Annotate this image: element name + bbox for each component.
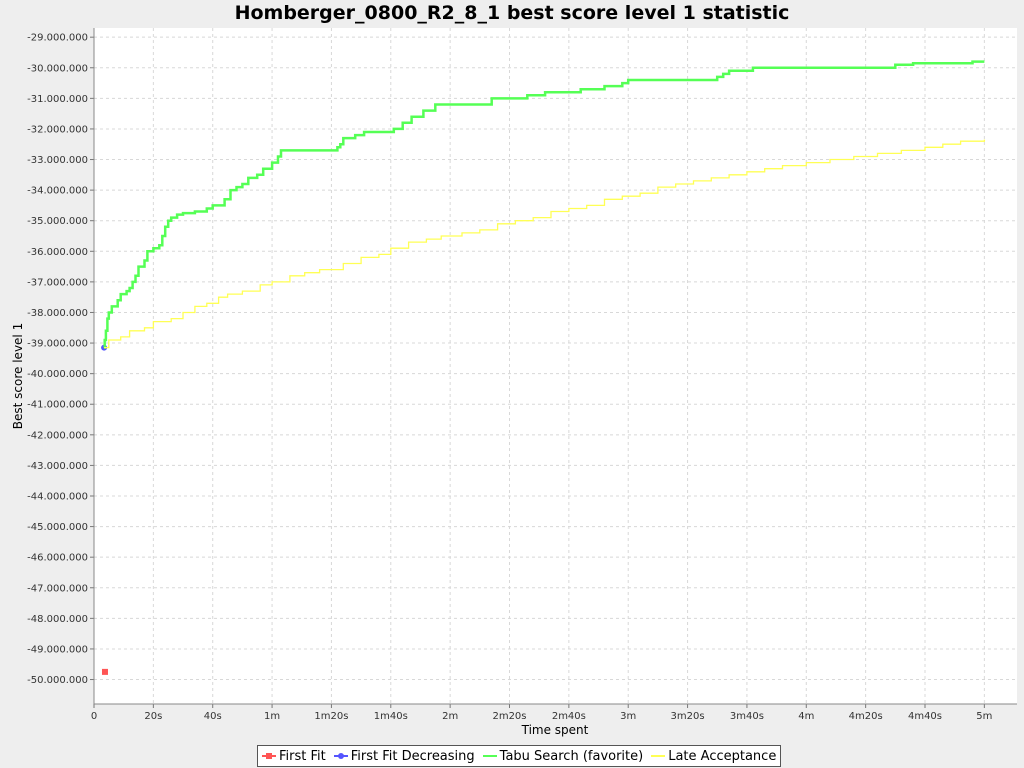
chart-title: Homberger_0800_R2_8_1 best score level 1… [234,2,790,24]
x-tick-label: 2m20s [492,711,526,722]
legend-swatch [262,751,276,761]
y-axis-label: Best score level 1 [11,323,25,429]
x-tick-label: 3m20s [671,711,705,722]
x-tick-label: 2m [442,711,458,722]
y-tick-label: -31.000.000 [27,94,88,105]
y-tick-label: -40.000.000 [27,369,88,380]
y-tick-label: -36.000.000 [27,247,88,258]
legend-swatch [482,751,497,761]
y-tick-label: -34.000.000 [27,186,88,197]
y-tick-label: -35.000.000 [27,216,88,227]
x-tick-label: 4m [798,711,814,722]
data-point-first-fit [101,668,108,675]
y-tick-label: -46.000.000 [27,553,88,564]
series-line-tabu-search-favorite [103,60,985,349]
legend-swatch [333,751,348,761]
y-tick-label: -49.000.000 [27,644,88,655]
y-tick-label: -50.000.000 [27,675,88,686]
y-tick-label: -38.000.000 [27,308,88,319]
x-tick-label: 1m [264,711,280,722]
x-tick-label: 40s [204,711,222,722]
y-tick-label: -33.000.000 [27,155,88,166]
x-tick-label: 3m [620,711,636,722]
x-tick-label: 4m40s [908,711,942,722]
y-tick-label: -29.000.000 [27,33,88,44]
x-tick-label: 20s [144,711,162,722]
legend-label: First Fit [279,748,326,764]
y-tick-label: -30.000.000 [27,63,88,74]
x-tick-label: 0 [91,711,97,722]
x-tick-label: 1m20s [314,711,348,722]
y-tick-label: -43.000.000 [27,461,88,472]
x-tick-label: 2m40s [552,711,586,722]
y-tick-label: -37.000.000 [27,277,88,288]
series-line-late-acceptance [104,139,986,349]
y-tick-label: -39.000.000 [27,339,88,350]
y-tick-label: -45.000.000 [27,522,88,533]
x-tick-label: 1m40s [374,711,408,722]
plot-area [94,28,1017,704]
y-tick-label: -32.000.000 [27,124,88,135]
legend: First Fit First Fit Decreasing Tabu Search… [257,745,782,767]
x-tick-label: 5m [976,711,992,722]
y-tick-label: -47.000.000 [27,583,88,594]
legend-label: Tabu Search (favorite) [499,748,644,764]
legend-item-first-fit-decreasing: First Fit Decreasing [333,748,475,764]
x-tick-label: 4m20s [849,711,883,722]
legend-item-tabu-search-favorite: Tabu Search (favorite) [482,748,644,764]
axes: 0 20s 40s 1m 1m20s 1m40s 2m 2m20s 2m40s 3m 3m20s 3m… [27,28,1017,722]
legend-label: Late Acceptance [668,748,777,764]
legend-item-first-fit: First Fit [262,749,326,764]
x-tick-label: 3m40s [730,711,764,722]
x-axis-label: Time spent [521,723,589,737]
series-layer [101,60,986,675]
y-tick-label: -42.000.000 [27,430,88,441]
y-tick-label: -41.000.000 [27,400,88,411]
legend-item-late-acceptance: Late Acceptance [651,749,776,764]
legend-swatch [651,751,666,761]
legend-label: First Fit Decreasing [350,748,475,764]
y-tick-label: -48.000.000 [27,614,88,625]
grid-lines [93,28,1017,704]
y-tick-label: -44.000.000 [27,492,88,503]
